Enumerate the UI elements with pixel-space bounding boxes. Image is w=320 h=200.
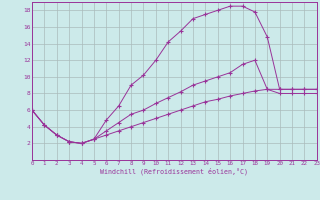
X-axis label: Windchill (Refroidissement éolien,°C): Windchill (Refroidissement éolien,°C) bbox=[100, 168, 248, 175]
